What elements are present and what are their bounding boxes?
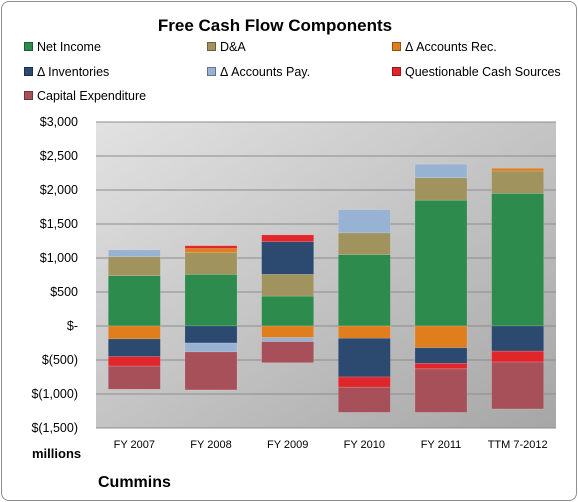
y-tick-label: $2,000 [40,183,78,197]
legend-label: D&A [220,40,246,54]
legend-item-accounts-rec: Δ Accounts Rec. [392,40,497,54]
legend-label: Net Income [37,40,101,54]
x-tick-label: FY 2011 [421,439,462,451]
bar-segment: Questionable Cash Sources TTM 7-2012: -1… [491,350,545,363]
bar-segment: Δ Accounts Rec. FY 2008: 60 [184,248,238,253]
bar-segment: Questionable Cash Sources FY 2008: 40 [184,245,238,249]
bar-segment: Questionable Cash Sources FY 2010: -150 [337,376,391,388]
y-tick-label: $2,500 [40,149,78,163]
bar-segment: D&A FY 2007: 280 [107,256,161,276]
bar-segment: Net Income FY 2011: 1850 [414,199,468,327]
legend-item-inventories: Δ Inventories [24,65,109,79]
legend-item-questionable-cash: Questionable Cash Sources [392,65,561,79]
legend-swatch [207,67,216,76]
bar-segment: Net Income FY 2008: 760 [184,274,238,327]
plot-area [96,122,556,428]
bar-segment: Net Income FY 2007: 740 [107,275,161,327]
legend-swatch [392,42,401,51]
bar-segment: Δ Accounts Pay. FY 2007: 100 [107,249,161,257]
bar-segment: Δ Inventories FY 2011: -230 [414,347,468,364]
bar-segment: Δ Inventories FY 2008: -250 [184,325,238,344]
bar-segment: Δ Inventories FY 2009: 480 [261,241,315,275]
bar-segment: D&A FY 2009: 320 [261,274,315,297]
bar-segment: Δ Accounts Pay. FY 2009: -60 [261,337,315,342]
bar-segment: Questionable Cash Sources FY 2007: -140 [107,356,161,367]
bar-segment: D&A FY 2008: 320 [184,252,238,275]
bar-segment: Capital Expenditure FY 2009: -310 [261,341,315,364]
legend-label: Δ Inventories [37,65,110,79]
legend-label: Capital Expenditure [37,89,147,103]
y-tick-label: $3,000 [40,115,78,129]
legend-swatch [392,67,401,76]
legend-item-accounts-pay: Δ Accounts Pay. [207,65,310,79]
bar-segment: Capital Expenditure FY 2011: -640 [414,368,468,413]
bar-segment: D&A FY 2010: 320 [337,232,391,255]
legend-swatch [24,67,33,76]
legend-swatch [24,42,33,51]
legend-label: Δ Accounts Pay. [220,65,311,79]
bar-segment: Δ Accounts Rec. FY 2011: -320 [414,325,468,349]
legend-label: Questionable Cash Sources [405,65,561,79]
bar-segment: Δ Accounts Rec. FY 2009: -170 [261,325,315,338]
bar-segment: Δ Accounts Rec. FY 2010: -180 [337,325,391,339]
legend-item-da: D&A [207,40,246,54]
y-tick-label: $(1,000) [31,387,78,401]
y-tick-label: $(500) [42,353,78,367]
bar-segment: Questionable Cash Sources FY 2011: -80 [414,363,468,370]
company-name: Cummins [98,474,171,491]
bar-segment: Δ Inventories TTM 7-2012: -370 [491,325,545,352]
x-tick-label: FY 2009 [267,439,308,451]
bar-segment: D&A TTM 7-2012: 330 [491,170,545,194]
x-tick-label: FY 2010 [344,439,385,451]
y-tick-label: $(1,500) [31,421,78,435]
bar-segment: Capital Expenditure FY 2010: -370 [337,386,391,413]
bar-segment: Net Income TTM 7-2012: 1950 [491,193,545,327]
bar-segment: Capital Expenditure FY 2008: -560 [184,351,238,391]
y-tick-label: $500 [50,285,78,299]
y-tick-label: $- [67,319,78,333]
legend-item-capex: Capital Expenditure [24,89,146,103]
bar-segment: Questionable Cash Sources FY 2009: 100 [261,234,315,242]
bar-segment: Δ Accounts Pay. FY 2008: -130 [184,342,238,353]
legend-label: Δ Accounts Rec. [405,40,497,54]
x-tick-label: FY 2007 [114,439,155,451]
bar-segment: Net Income FY 2010: 1050 [337,254,391,327]
legend-swatch [207,42,216,51]
units-label: millions [32,446,82,461]
y-tick-label: $1,000 [40,251,78,265]
bar-segment: Δ Accounts Rec. FY 2007: -190 [107,325,161,340]
bar-segment: Δ Inventories FY 2007: -260 [107,338,161,357]
legend-item-net-income: Net Income [24,40,101,54]
bar-segment: Δ Accounts Rec. TTM 7-2012: 40 [491,167,545,172]
y-tick-label: $1,500 [40,217,78,231]
chart-title: Free Cash Flow Components [157,16,393,35]
x-tick-label: FY 2008 [190,439,231,451]
bar-segment: Δ Accounts Pay. FY 2010: 340 [337,209,391,234]
bar-segment: Capital Expenditure TTM 7-2012: -690 [491,361,545,410]
bar-segment: Δ Inventories FY 2010: -570 [337,337,391,378]
bar-segment: Capital Expenditure FY 2007: -340 [107,365,161,390]
bar-segment: Net Income FY 2009: 440 [261,295,315,327]
legend-swatch [24,91,33,100]
bar-segment: Δ Accounts Pay. FY 2011: 200 [414,163,468,179]
bar-segment: D&A FY 2011: 330 [414,177,468,201]
x-tick-label: TTM 7-2012 [488,439,548,451]
